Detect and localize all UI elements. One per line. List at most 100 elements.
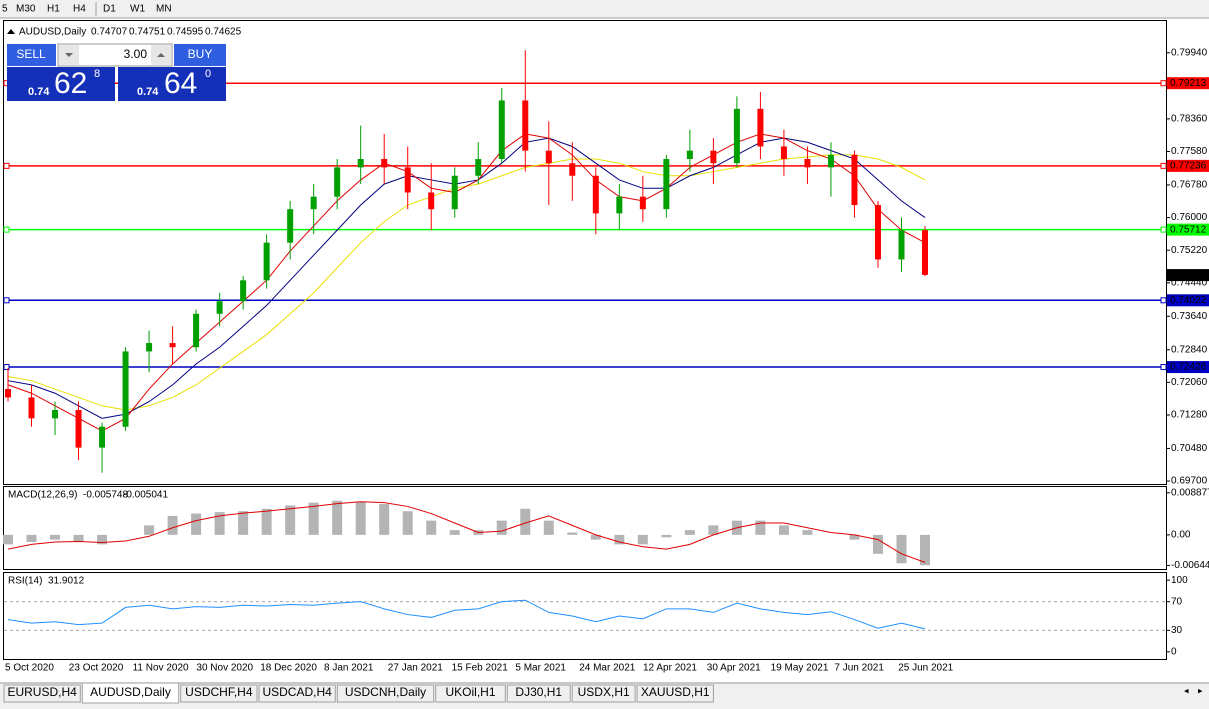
tab-label: UKOil,H1 [445, 685, 495, 699]
rsi-panel [3, 572, 1167, 660]
timeframe-button[interactable]: 5 [2, 4, 8, 15]
level-handle [3, 297, 10, 304]
timeframe-button[interactable]: M30 [16, 4, 36, 15]
tab[interactable] [336, 684, 435, 703]
candle-body [52, 409, 59, 419]
candle-body [404, 167, 411, 193]
tab-right[interactable]: ▸ [1198, 685, 1203, 695]
macd-bar [802, 530, 813, 535]
bid-pip: 8 [94, 68, 100, 80]
candle-body [592, 175, 599, 214]
macd-bar [355, 501, 366, 535]
timeframe-button[interactable]: W1 [130, 4, 145, 15]
x-tick-label: 25 Jun 2021 [898, 663, 953, 674]
buy-button[interactable] [174, 44, 226, 66]
tab[interactable] [571, 684, 636, 703]
x-tick-label: 18 Dec 2020 [260, 663, 317, 674]
rsi-title: RSI(14) [8, 576, 42, 587]
x-tick-label: 5 Oct 2020 [5, 663, 54, 674]
toolbar [0, 0, 1209, 18]
macd-bar [896, 534, 907, 564]
buy-label: BUY [188, 47, 213, 61]
macd-bar [191, 513, 202, 535]
tabs: EURUSD,H4 AUDUSD,Daily USDCHF,H4 USDCAD,H4 U… [3, 682, 714, 704]
macd-bar [661, 534, 672, 538]
candle-body [545, 150, 552, 164]
level-handle [1160, 162, 1167, 169]
level-label: 0.75712 [1170, 224, 1207, 235]
x-tick-label: 23 Oct 2020 [69, 663, 124, 674]
level-label-box [1167, 361, 1209, 374]
y-tick-label: 0 [1171, 646, 1177, 657]
candle-body [5, 389, 11, 398]
y-tick-label: 0.72060 [1171, 377, 1208, 388]
tab-left[interactable]: ◂ [1184, 685, 1189, 695]
candle-body [780, 146, 787, 160]
level-handle [1160, 297, 1167, 304]
y-tick-label: 0.008877 [1171, 487, 1209, 498]
tab-label: DJ30,H1 [515, 685, 562, 699]
candle-body [334, 167, 341, 197]
x-tick-label: 30 Nov 2020 [196, 663, 253, 674]
macd-bar [708, 525, 719, 535]
x-tick-label: 8 Jan 2021 [324, 663, 374, 674]
macd-bar [238, 511, 249, 535]
y-tick-label: 0.00 [1171, 530, 1191, 541]
tab[interactable] [258, 684, 336, 703]
candle-body [922, 230, 928, 275]
macd-bar [543, 520, 554, 535]
ask-box[interactable] [118, 67, 226, 101]
macd-bar [73, 534, 84, 542]
level-handle [1160, 364, 1167, 371]
candle-body [710, 150, 717, 164]
tab-label: USDCAD,H4 [262, 685, 332, 699]
level-label-box [1167, 223, 1209, 236]
signal-line [7, 501, 926, 563]
up-arrow [157, 53, 165, 57]
macd-bar [426, 520, 437, 535]
tab[interactable] [435, 684, 506, 703]
candle-body [216, 301, 223, 314]
timeframe-button[interactable]: H1 [47, 4, 60, 15]
tab-label: EURUSD,H4 [7, 685, 77, 699]
tab[interactable] [636, 684, 714, 703]
sell-label: SELL [16, 47, 46, 61]
candle-body [686, 150, 693, 160]
tab[interactable] [506, 684, 571, 703]
candle-body [451, 175, 458, 210]
tab[interactable] [180, 684, 258, 703]
y-tick-label: 0.73640 [1171, 311, 1208, 322]
bid-box[interactable] [7, 67, 115, 101]
macd-bar [402, 511, 413, 535]
level-handle [3, 162, 10, 169]
candle-body [169, 343, 176, 348]
lot-value: 3.00 [124, 47, 148, 61]
tab[interactable] [81, 682, 180, 704]
macd-bar [849, 534, 860, 540]
macd-bar [3, 534, 13, 545]
lot-input[interactable] [57, 43, 173, 67]
level-label-box [1167, 77, 1209, 90]
timeframe-button[interactable]: MN [156, 4, 172, 15]
candle-body [475, 159, 482, 176]
x-tick-label: 7 Jun 2021 [834, 663, 884, 674]
collapse-icon[interactable] [7, 29, 15, 34]
candle-body [851, 154, 858, 206]
candle-body [522, 100, 529, 151]
timeframe-button[interactable]: D1 [103, 4, 116, 15]
candle-body [569, 163, 576, 176]
close: 0.74625 [205, 27, 242, 38]
macd-bar [520, 508, 531, 535]
macd-bar [872, 534, 883, 554]
x-tick-label: 15 Feb 2021 [452, 663, 509, 674]
sell-button[interactable] [7, 44, 56, 66]
timeframe-button[interactable]: H4 [73, 4, 86, 15]
candle-body [193, 313, 200, 348]
tab-label: USDCHF,H4 [185, 685, 253, 699]
y-tick-label: 0.70480 [1171, 443, 1208, 454]
level-handle [1160, 226, 1167, 233]
candle-body [99, 426, 106, 448]
tab[interactable] [3, 684, 81, 703]
x-tick-label: 27 Jan 2021 [388, 663, 443, 674]
